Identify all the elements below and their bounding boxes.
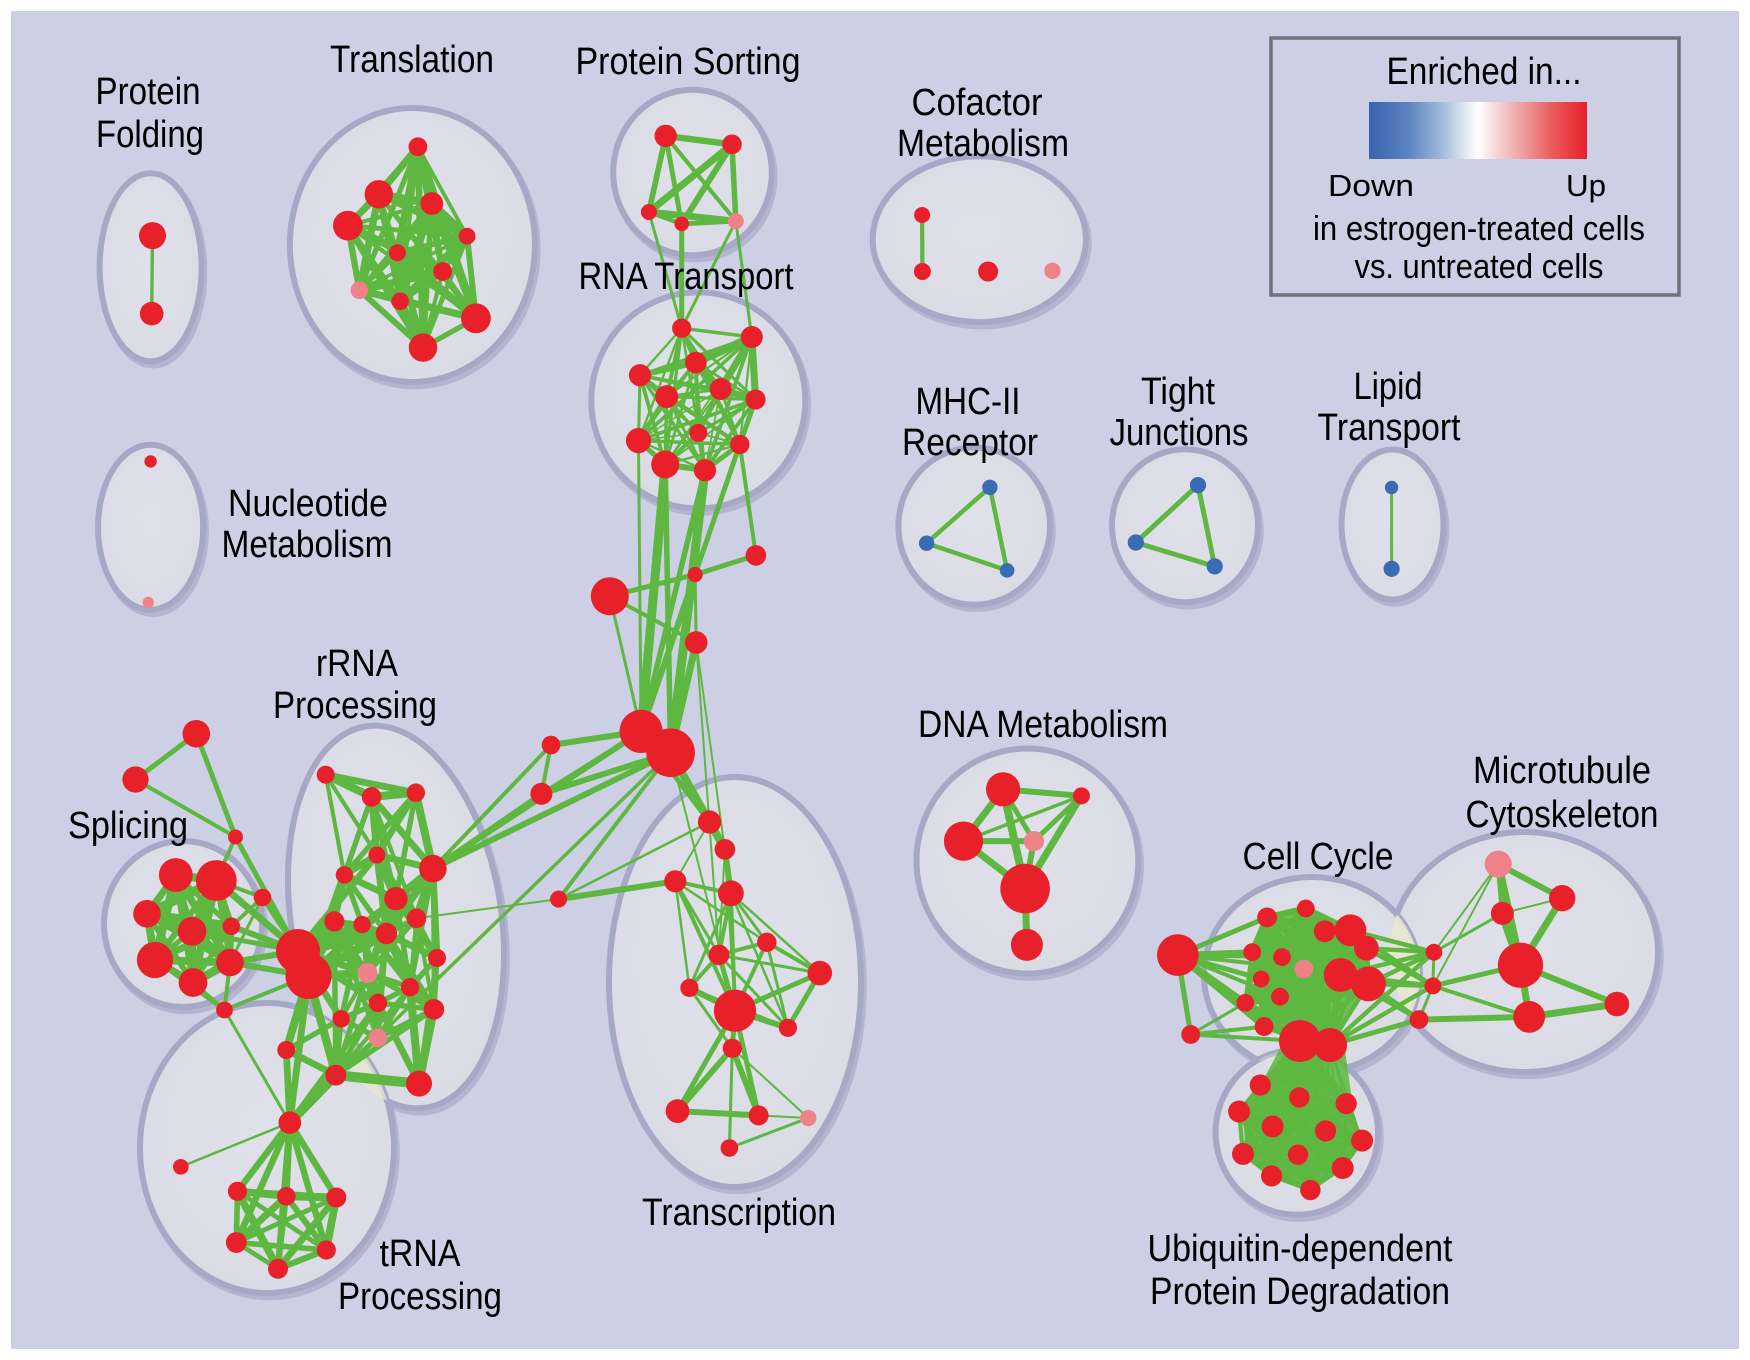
svg-text:Protein Degradation: Protein Degradation: [1150, 1271, 1450, 1313]
svg-text:Enriched in...: Enriched in...: [1387, 51, 1582, 93]
svg-text:Microtubule: Microtubule: [1473, 750, 1651, 792]
svg-text:Tight: Tight: [1141, 371, 1215, 413]
svg-text:Folding: Folding: [96, 114, 204, 156]
svg-text:Cofactor: Cofactor: [912, 82, 1043, 124]
svg-text:Protein Sorting: Protein Sorting: [576, 41, 801, 83]
svg-text:MHC-II: MHC-II: [916, 381, 1021, 423]
svg-text:Ubiquitin-dependent: Ubiquitin-dependent: [1148, 1228, 1453, 1270]
svg-text:Cytoskeleton: Cytoskeleton: [1466, 794, 1659, 836]
svg-text:Protein: Protein: [96, 71, 201, 113]
svg-text:Lipid: Lipid: [1354, 366, 1423, 408]
svg-text:Up: Up: [1566, 168, 1606, 203]
svg-text:Cell Cycle: Cell Cycle: [1243, 836, 1394, 878]
svg-text:rRNA: rRNA: [316, 643, 399, 685]
svg-text:in estrogen-treated cells: in estrogen-treated cells: [1313, 210, 1645, 248]
svg-text:Splicing: Splicing: [68, 805, 188, 847]
svg-text:Transcription: Transcription: [642, 1192, 836, 1234]
svg-text:Down: Down: [1328, 168, 1414, 203]
svg-text:Metabolism: Metabolism: [897, 123, 1069, 165]
svg-text:Junctions: Junctions: [1110, 412, 1249, 454]
svg-text:Processing: Processing: [338, 1276, 502, 1318]
svg-text:tRNA: tRNA: [380, 1233, 462, 1275]
svg-text:Translation: Translation: [330, 39, 494, 81]
svg-text:Metabolism: Metabolism: [222, 524, 393, 566]
svg-text:vs. untreated cells: vs. untreated cells: [1355, 248, 1604, 286]
svg-text:DNA Metabolism: DNA Metabolism: [918, 704, 1168, 746]
svg-text:Processing: Processing: [273, 685, 437, 727]
svg-text:RNA Transport: RNA Transport: [579, 256, 794, 298]
svg-text:Transport: Transport: [1318, 407, 1461, 449]
svg-text:Nucleotide: Nucleotide: [228, 483, 388, 525]
svg-text:Receptor: Receptor: [902, 422, 1038, 464]
